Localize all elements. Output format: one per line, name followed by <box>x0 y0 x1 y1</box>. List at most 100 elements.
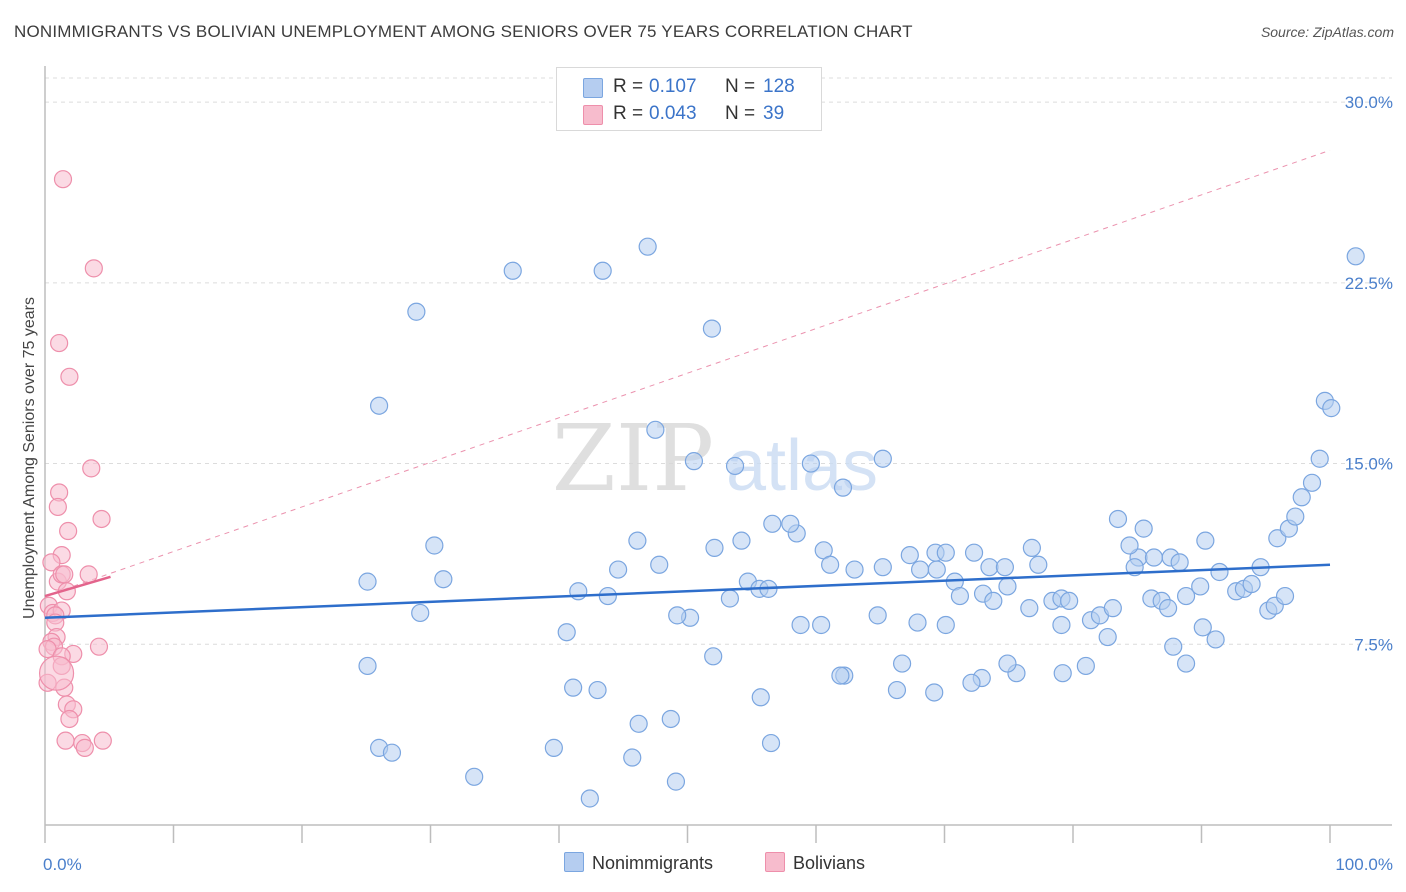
point-bolivians <box>75 738 94 757</box>
point-nonimmigrants <box>1302 473 1322 492</box>
point-nonimmigrants <box>962 673 981 692</box>
point-nonimmigrants <box>763 514 782 533</box>
point-nonimmigrants <box>873 558 892 577</box>
point-nonimmigrants <box>812 615 831 635</box>
y-tick-label: 7.5% <box>1354 635 1393 654</box>
point-nonimmigrants <box>725 456 745 476</box>
point-nonimmigrants <box>434 570 453 589</box>
point-nonimmigrants <box>821 555 840 574</box>
point-bolivians <box>42 553 61 572</box>
point-nonimmigrants <box>544 738 563 757</box>
point-nonimmigrants <box>1206 630 1225 649</box>
point-nonimmigrants <box>638 237 657 256</box>
point-nonimmigrants <box>1286 507 1305 526</box>
point-nonimmigrants <box>1210 562 1229 582</box>
point-bolivians <box>92 509 111 529</box>
y-tick-label: 30.0% <box>1345 93 1393 112</box>
point-nonimmigrants <box>358 656 377 676</box>
trend-line-nonimmigrants <box>44 563 1331 620</box>
point-nonimmigrants <box>1020 599 1039 618</box>
point-nonimmigrants <box>984 591 1003 611</box>
point-nonimmigrants <box>1310 449 1329 468</box>
point-bolivians <box>56 731 75 750</box>
data-points <box>38 170 1365 808</box>
point-nonimmigrants <box>407 302 426 321</box>
point-nonimmigrants <box>1098 627 1117 647</box>
point-nonimmigrants <box>1022 538 1041 557</box>
point-bolivians <box>59 521 78 541</box>
point-nonimmigrants <box>668 606 687 625</box>
legend-r-label: R = <box>613 103 644 124</box>
point-nonimmigrants <box>1029 555 1048 574</box>
legend-swatch-pink <box>765 852 785 872</box>
point-nonimmigrants <box>1176 586 1196 606</box>
point-nonimmigrants <box>887 680 907 700</box>
trend-line-bolivians <box>44 575 111 598</box>
point-nonimmigrants <box>666 772 686 791</box>
point-nonimmigrants <box>557 623 576 642</box>
point-nonimmigrants <box>936 543 955 562</box>
point-bolivians <box>89 637 109 656</box>
point-nonimmigrants <box>1346 247 1365 266</box>
trend-line-bolivians-extended <box>44 149 1331 597</box>
chart-source: Source: ZipAtlas.com <box>1260 24 1394 40</box>
point-nonimmigrants <box>503 261 522 280</box>
point-nonimmigrants <box>1052 615 1071 635</box>
point-bolivians <box>38 639 57 659</box>
point-nonimmigrants <box>751 688 770 707</box>
point-nonimmigrants <box>910 560 930 579</box>
point-nonimmigrants <box>950 586 970 606</box>
point-nonimmigrants <box>704 647 723 666</box>
y-tick-label: 22.5% <box>1345 274 1393 293</box>
point-nonimmigrants <box>1242 574 1261 594</box>
point-nonimmigrants <box>650 555 669 574</box>
point-nonimmigrants <box>1144 548 1164 567</box>
legend-swatch-pink <box>583 105 603 125</box>
point-nonimmigrants <box>964 543 984 562</box>
point-nonimmigrants <box>833 478 853 497</box>
point-nonimmigrants <box>868 606 887 625</box>
x-tick-label: 0.0% <box>43 855 82 874</box>
legend-item-nonimmigrants[interactable]: Nonimmigrants <box>564 852 713 874</box>
grid <box>45 77 1392 645</box>
point-nonimmigrants <box>1196 531 1215 550</box>
point-nonimmigrants <box>628 531 647 550</box>
point-nonimmigrants <box>1108 509 1128 529</box>
legend-row-nonimmigrants: R = 0.107 N = 128 <box>557 74 821 100</box>
point-nonimmigrants <box>1292 488 1311 507</box>
point-bolivians <box>38 655 75 691</box>
point-nonimmigrants <box>661 709 680 729</box>
point-nonimmigrants <box>1193 618 1212 637</box>
point-bolivians <box>48 497 67 517</box>
point-nonimmigrants <box>1158 599 1178 618</box>
point-nonimmigrants <box>791 615 810 635</box>
point-nonimmigrants <box>998 577 1017 596</box>
point-nonimmigrants <box>425 536 444 555</box>
point-bolivians <box>50 333 69 353</box>
point-bolivians <box>55 565 74 584</box>
point-nonimmigrants <box>646 420 665 439</box>
point-nonimmigrants <box>702 319 722 338</box>
legend-label: Bolivians <box>793 853 866 873</box>
point-nonimmigrants <box>1076 656 1095 676</box>
watermark-atlas: atlas <box>726 426 878 506</box>
point-nonimmigrants <box>564 678 583 697</box>
point-nonimmigrants <box>998 654 1017 673</box>
legend-label: Nonimmigrants <box>592 853 714 873</box>
point-nonimmigrants <box>1060 591 1079 611</box>
point-nonimmigrants <box>801 454 820 473</box>
point-nonimmigrants <box>892 654 912 673</box>
legend-item-bolivians[interactable]: Bolivians <box>765 852 865 874</box>
point-nonimmigrants <box>1134 519 1153 538</box>
point-bolivians <box>82 459 101 478</box>
point-nonimmigrants <box>732 531 751 550</box>
point-nonimmigrants <box>465 767 484 786</box>
legend-swatch-blue <box>583 78 603 98</box>
point-nonimmigrants <box>900 546 919 565</box>
point-nonimmigrants <box>873 449 892 468</box>
point-nonimmigrants <box>831 666 850 685</box>
x-tick-label: 100.0% <box>1335 855 1393 874</box>
point-nonimmigrants <box>358 572 377 591</box>
point-nonimmigrants <box>580 789 599 808</box>
